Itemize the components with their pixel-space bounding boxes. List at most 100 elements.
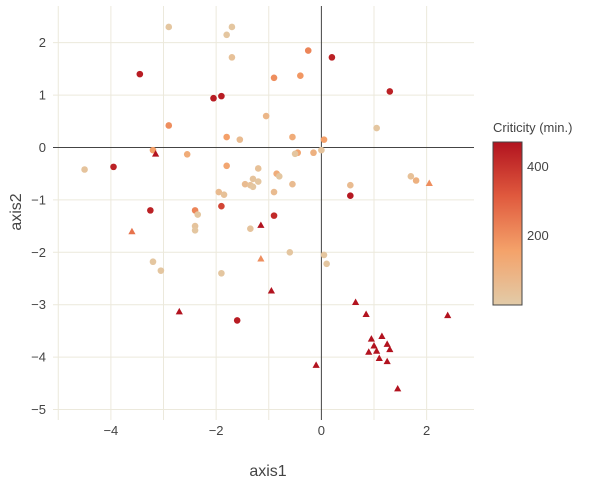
triangle-point: [128, 227, 136, 235]
x-tick-label: 0: [318, 423, 325, 438]
circle-point: [297, 72, 304, 79]
circle-point: [270, 188, 278, 196]
circle-point: [270, 212, 278, 219]
triangle-point: [175, 307, 183, 315]
circle-point: [165, 122, 173, 129]
y-axis-title: axis2: [8, 193, 25, 230]
circle-point: [328, 54, 336, 61]
triangle-point: [312, 361, 320, 368]
circle-point: [218, 269, 225, 277]
x-axis-ticks: −4 −2 0 2: [103, 423, 430, 438]
circle-point: [320, 251, 328, 259]
colorbar-gradient: [492, 141, 523, 306]
circle-point: [233, 317, 241, 324]
colorbar-title: Criticity (min.): [493, 120, 572, 135]
triangle-point: [425, 179, 433, 187]
y-tick-label: −1: [31, 192, 46, 207]
circle-point: [149, 146, 157, 154]
circle-point: [218, 202, 225, 210]
y-tick-label: −5: [31, 402, 46, 417]
circle-point: [407, 173, 415, 180]
circle-point: [275, 173, 283, 180]
circle-point: [215, 188, 223, 196]
circle-point: [191, 226, 199, 234]
y-tick-label: 1: [39, 88, 46, 103]
circle-point: [220, 191, 228, 198]
circle-point: [236, 136, 244, 143]
circle-point: [81, 166, 88, 173]
circle-point: [136, 70, 144, 78]
colorbar-ticks: 200 400: [527, 159, 549, 243]
circle-point: [194, 211, 202, 218]
circle-point: [320, 136, 328, 143]
circle-point: [310, 149, 317, 157]
circle-point: [304, 47, 312, 54]
circle-point: [210, 94, 217, 102]
circle-point: [289, 133, 296, 141]
grid-lines: [53, 6, 474, 420]
circle-point: [289, 180, 296, 188]
x-tick-label: −2: [209, 423, 224, 438]
y-tick-label: −4: [31, 350, 46, 365]
circle-point: [347, 192, 354, 200]
circle-point: [147, 207, 154, 214]
data-points: [81, 23, 452, 392]
circle-point: [270, 74, 278, 82]
triangle-point: [152, 150, 160, 157]
circle-point: [183, 151, 191, 158]
circle-point: [262, 112, 270, 120]
y-axis-ticks: −5 −4 −3 −2 −1 0 1 2: [31, 35, 46, 417]
circle-point: [241, 180, 249, 188]
triangle-point: [367, 335, 375, 342]
x-axis-title: axis1: [249, 463, 286, 480]
triangle-point: [375, 354, 383, 362]
circle-point: [228, 54, 236, 61]
triangle-point: [257, 254, 265, 262]
triangle-point: [386, 345, 394, 353]
triangle-point: [383, 340, 391, 347]
circle-point: [223, 133, 230, 141]
circle-point: [323, 260, 330, 268]
colorbar: Criticity (min.) 200 400: [492, 120, 572, 306]
triangle-point: [267, 286, 275, 294]
triangle-point: [378, 332, 386, 340]
circle-point: [223, 31, 230, 39]
circle-point: [165, 23, 173, 31]
circle-point: [218, 92, 225, 100]
circle-point: [386, 88, 394, 95]
y-tick-label: 2: [39, 35, 46, 50]
y-tick-label: −2: [31, 245, 46, 260]
triangle-point: [383, 357, 391, 365]
triangle-point: [394, 384, 402, 392]
circle-point: [373, 124, 380, 132]
circle-point: [247, 225, 254, 233]
circle-point: [254, 165, 262, 172]
circle-point: [291, 150, 299, 158]
triangle-point: [365, 348, 373, 355]
circle-point: [157, 267, 165, 274]
triangle-point: [257, 221, 265, 228]
circle-point: [347, 181, 354, 189]
circle-point: [110, 163, 117, 171]
circle-point: [249, 183, 257, 191]
circle-point: [286, 249, 294, 256]
colorbar-tick-label: 200: [527, 228, 549, 243]
y-tick-label: 0: [39, 140, 46, 155]
circle-point: [228, 23, 236, 31]
circle-point: [249, 175, 257, 183]
x-tick-label: 2: [423, 423, 430, 438]
circle-point: [412, 177, 420, 184]
triangle-point: [351, 298, 360, 305]
triangle-point: [373, 347, 381, 354]
x-tick-label: −4: [103, 423, 118, 438]
colorbar-tick-label: 400: [527, 159, 549, 174]
y-tick-label: −3: [31, 297, 46, 312]
circle-point: [149, 258, 157, 266]
triangle-point: [444, 311, 452, 319]
triangle-point: [362, 310, 370, 318]
circle-point: [254, 178, 262, 185]
zero-lines: [53, 6, 474, 420]
circle-point: [223, 162, 230, 170]
triangle-point: [370, 341, 378, 349]
